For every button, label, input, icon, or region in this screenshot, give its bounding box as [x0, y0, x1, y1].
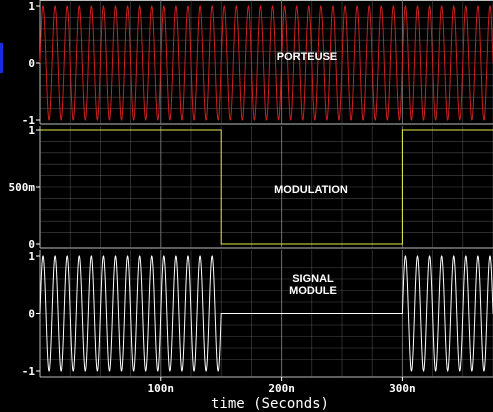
signal-trace: [40, 129, 493, 245]
y-tick-label: 500m: [9, 181, 36, 194]
signal-trace: [39, 5, 493, 121]
x-axis-label: time (Seconds): [211, 396, 329, 412]
x-tick-label: 300n: [389, 382, 416, 395]
y-tick-label: -1: [22, 365, 36, 378]
panel-title: MODULE: [289, 285, 337, 297]
panel-title: MODULATION: [274, 184, 348, 196]
x-tick-label: 200n: [268, 382, 295, 395]
y-tick-label: -1: [22, 114, 36, 127]
panel-1: 1 0 -1 PORTEUSE: [22, 0, 493, 127]
y-tick-label: 0: [28, 308, 35, 321]
panel-title: PORTEUSE: [277, 51, 338, 63]
scrollbar-marker: [0, 43, 3, 73]
y-tick-label: 1: [28, 0, 35, 13]
panel-title: SIGNAL: [292, 273, 334, 285]
plot-panels: 10-1PORTEUSE1500m0MODULATION10-1SIGNALMO…: [9, 0, 493, 378]
x-axis: 100n 200n 300n: [148, 377, 416, 395]
y-tick-label: 1: [28, 250, 35, 263]
signal-trace: [39, 255, 493, 372]
x-tick-label: 100n: [148, 382, 175, 395]
panel-2: 1 500m 0 MODULATION: [9, 124, 493, 251]
y-tick-label: 1: [28, 124, 35, 137]
y-tick-label: 0: [28, 238, 35, 251]
y-tick-label: 0: [28, 57, 35, 70]
